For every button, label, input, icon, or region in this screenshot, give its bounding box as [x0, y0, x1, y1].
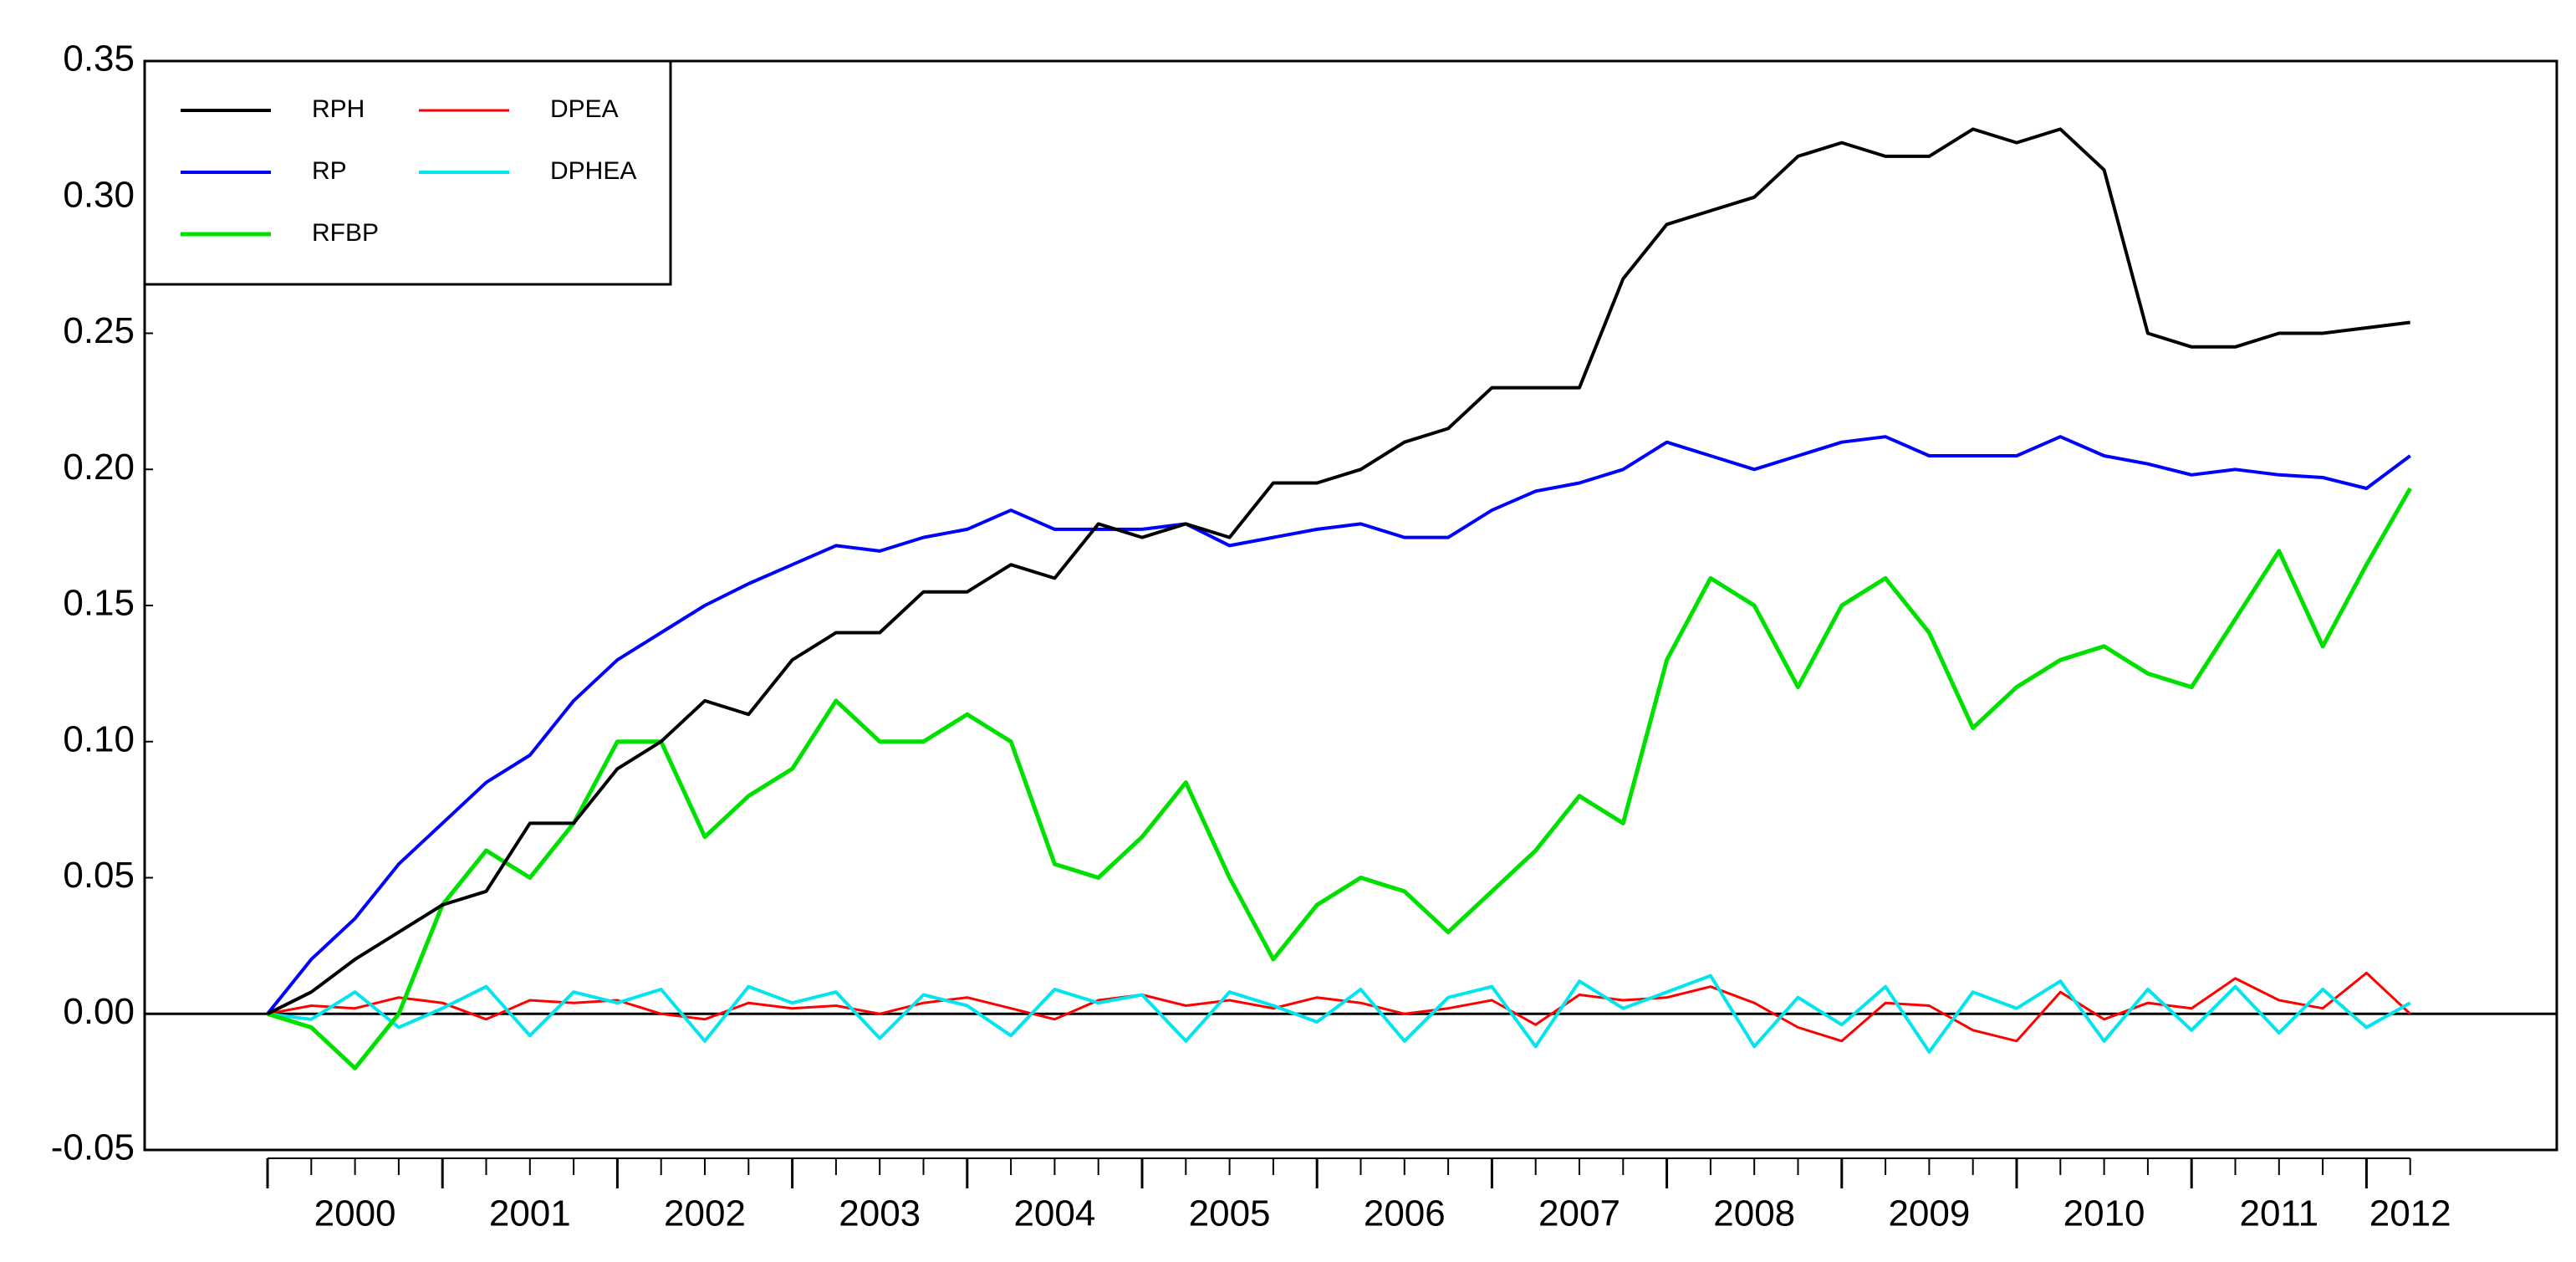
x-tick-label: 2010 [2063, 1193, 2145, 1234]
series-line [267, 973, 2411, 1054]
x-tick-label: 2001 [489, 1193, 571, 1234]
y-tick-label: 0.35 [63, 38, 135, 79]
y-tick-label: 0.05 [63, 855, 135, 896]
y-tick-label: -0.05 [51, 1127, 135, 1168]
x-tick-label: 2008 [1713, 1193, 1795, 1234]
x-tick-label: 2006 [1364, 1193, 1446, 1234]
x-tick-label: 2003 [839, 1193, 921, 1234]
x-tick-label: 2012 [2369, 1193, 2451, 1234]
y-tick-label: 0.10 [63, 718, 135, 759]
x-tick-label: 2004 [1013, 1193, 1095, 1234]
series-line [267, 971, 2411, 1043]
y-tick-label: 0.20 [63, 447, 135, 488]
legend-label: DPEA [550, 95, 619, 123]
legend-label: DPHEA [550, 157, 636, 185]
y-tick-label: 0.25 [63, 310, 135, 351]
series-line [266, 435, 2411, 1015]
x-tick-label: 2011 [2239, 1193, 2318, 1234]
x-tick-label: 2007 [1538, 1193, 1620, 1234]
series-line [267, 127, 2410, 1016]
legend-label: RPH [312, 95, 365, 123]
legend-label: RFBP [312, 219, 379, 247]
y-tick-label: 0.30 [63, 174, 135, 215]
x-tick-label: 2009 [1888, 1193, 1970, 1234]
x-tick-label: 2005 [1189, 1193, 1271, 1234]
legend-label: RP [312, 157, 347, 185]
y-tick-label: 0.00 [63, 991, 135, 1032]
series-line [267, 487, 2412, 1070]
x-tick-label: 2000 [314, 1193, 396, 1234]
y-tick-label: 0.15 [63, 583, 135, 624]
x-tick-label: 2002 [664, 1193, 746, 1234]
